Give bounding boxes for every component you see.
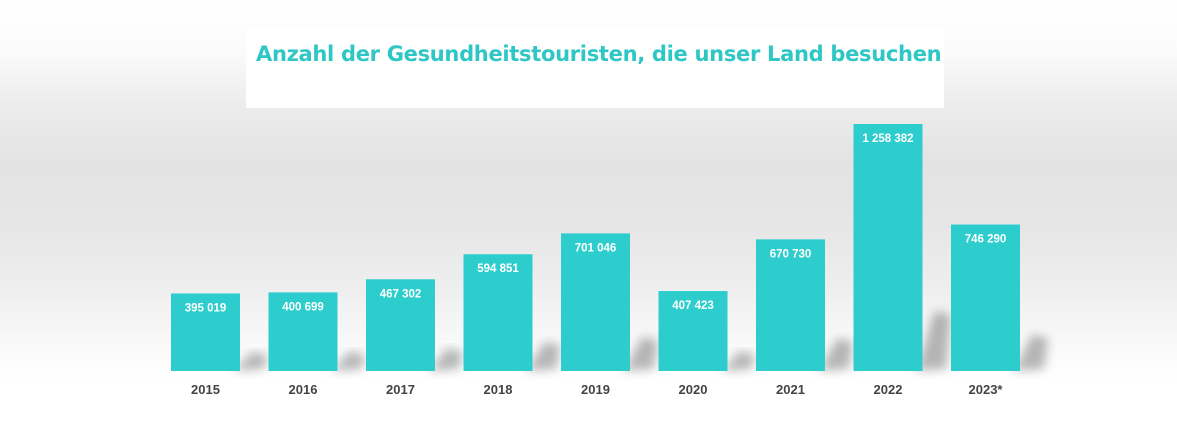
bar-shadow bbox=[624, 336, 658, 371]
bar-2016 bbox=[268, 292, 338, 371]
x-tick-label: 2015 bbox=[191, 382, 220, 397]
bar-shadow bbox=[721, 351, 756, 371]
bar-value-label: 395 019 bbox=[185, 302, 227, 314]
bar-value-label: 1 258 382 bbox=[862, 133, 913, 145]
x-tick-label: 2019 bbox=[581, 382, 610, 397]
x-axis-ticks: 2015 2016 2017 2018 2019 2020 2021 2022 2023* bbox=[191, 382, 1003, 397]
bar-shadow bbox=[429, 348, 463, 371]
x-tick-label: 2021 bbox=[776, 382, 805, 397]
bar-shadows bbox=[234, 311, 1048, 371]
bar-value-label: 594 851 bbox=[477, 263, 519, 275]
bar-2018 bbox=[463, 254, 533, 371]
title-box: Anzahl der Gesundheitstouristen, die uns… bbox=[246, 30, 944, 108]
bar-shadow bbox=[234, 351, 268, 371]
bar-shadow bbox=[819, 338, 853, 371]
bar-2022 bbox=[853, 124, 923, 371]
x-tick-label: 2016 bbox=[289, 382, 318, 397]
bar-2021 bbox=[756, 239, 825, 371]
x-tick-label: 2020 bbox=[679, 382, 708, 397]
bar-value-label: 467 302 bbox=[380, 288, 422, 300]
bar-value-label: 670 730 bbox=[770, 248, 812, 260]
bar-2019 bbox=[561, 233, 630, 371]
x-tick-label: 2017 bbox=[386, 382, 415, 397]
bar-shadow bbox=[916, 311, 951, 371]
bar-value-label: 746 290 bbox=[965, 234, 1007, 246]
x-tick-label: 2023* bbox=[969, 382, 1004, 397]
bar-2020 bbox=[658, 291, 728, 371]
x-tick-label: 2022 bbox=[874, 382, 903, 397]
bar-2017 bbox=[366, 279, 435, 371]
bar-2015 bbox=[171, 293, 240, 371]
chart-title: Anzahl der Gesundheitstouristen, die uns… bbox=[256, 42, 942, 66]
bar-shadow bbox=[526, 341, 561, 371]
bar-value-label: 407 423 bbox=[672, 300, 714, 312]
bar-value-label: 701 046 bbox=[575, 242, 617, 254]
bar-shadow bbox=[1014, 334, 1048, 371]
bar-shadow bbox=[331, 351, 366, 371]
bar-2023* bbox=[951, 224, 1020, 371]
x-tick-label: 2018 bbox=[484, 382, 513, 397]
bar-value-label: 400 699 bbox=[282, 301, 324, 313]
bars-group: 395 019 400 699 467 302 594 851 701 046 407 4… bbox=[171, 124, 1020, 371]
